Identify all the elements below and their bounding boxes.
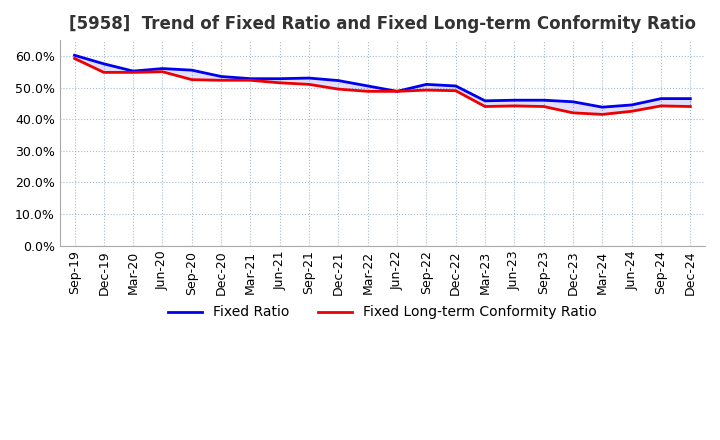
Fixed Ratio	[422, 82, 431, 87]
Fixed Long-term Conformity Ratio	[217, 77, 225, 83]
Fixed Ratio	[393, 89, 402, 94]
Fixed Ratio	[569, 99, 577, 104]
Fixed Long-term Conformity Ratio	[481, 104, 490, 109]
Fixed Long-term Conformity Ratio	[129, 70, 138, 75]
Fixed Long-term Conformity Ratio	[276, 80, 284, 85]
Fixed Long-term Conformity Ratio	[569, 110, 577, 115]
Fixed Ratio	[158, 66, 167, 71]
Fixed Long-term Conformity Ratio	[657, 103, 665, 109]
Line: Fixed Ratio: Fixed Ratio	[75, 55, 690, 107]
Fixed Ratio	[187, 67, 196, 73]
Fixed Ratio	[364, 83, 372, 88]
Fixed Long-term Conformity Ratio	[99, 70, 108, 75]
Fixed Ratio	[539, 98, 548, 103]
Fixed Long-term Conformity Ratio	[539, 104, 548, 109]
Fixed Long-term Conformity Ratio	[598, 112, 607, 117]
Fixed Long-term Conformity Ratio	[246, 77, 255, 83]
Fixed Long-term Conformity Ratio	[393, 89, 402, 94]
Fixed Long-term Conformity Ratio	[451, 88, 460, 93]
Title: [5958]  Trend of Fixed Ratio and Fixed Long-term Conformity Ratio: [5958] Trend of Fixed Ratio and Fixed Lo…	[69, 15, 696, 33]
Fixed Ratio	[627, 102, 636, 107]
Fixed Long-term Conformity Ratio	[422, 88, 431, 93]
Fixed Ratio	[598, 105, 607, 110]
Fixed Long-term Conformity Ratio	[510, 103, 518, 109]
Fixed Long-term Conformity Ratio	[187, 77, 196, 82]
Fixed Ratio	[71, 53, 79, 58]
Fixed Ratio	[246, 76, 255, 81]
Fixed Ratio	[686, 96, 695, 101]
Fixed Ratio	[217, 74, 225, 79]
Fixed Long-term Conformity Ratio	[334, 87, 343, 92]
Fixed Ratio	[334, 78, 343, 83]
Fixed Ratio	[657, 96, 665, 101]
Fixed Long-term Conformity Ratio	[364, 89, 372, 94]
Fixed Ratio	[99, 61, 108, 66]
Fixed Long-term Conformity Ratio	[305, 82, 313, 87]
Fixed Ratio	[129, 69, 138, 74]
Fixed Ratio	[276, 76, 284, 81]
Fixed Ratio	[510, 98, 518, 103]
Line: Fixed Long-term Conformity Ratio: Fixed Long-term Conformity Ratio	[75, 59, 690, 114]
Fixed Ratio	[481, 98, 490, 103]
Fixed Long-term Conformity Ratio	[627, 109, 636, 114]
Fixed Ratio	[451, 83, 460, 88]
Fixed Ratio	[305, 75, 313, 81]
Legend: Fixed Ratio, Fixed Long-term Conformity Ratio: Fixed Ratio, Fixed Long-term Conformity …	[162, 300, 603, 325]
Fixed Long-term Conformity Ratio	[71, 56, 79, 61]
Fixed Long-term Conformity Ratio	[158, 69, 167, 74]
Fixed Long-term Conformity Ratio	[686, 104, 695, 109]
